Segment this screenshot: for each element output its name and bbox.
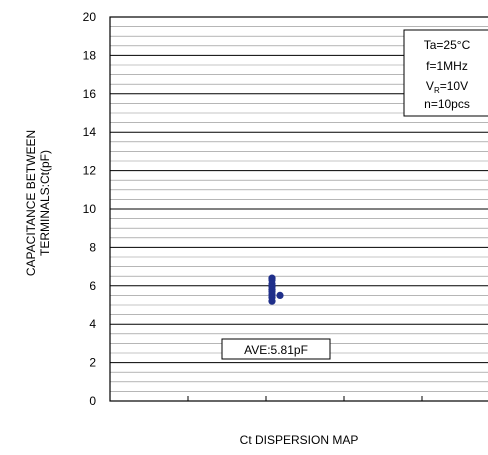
y-tick-label: 10 [83,202,97,216]
x-ticks [187,396,423,401]
y-tick-label: 12 [83,164,97,178]
y-tick-labels: 0 2 4 6 8 10 12 14 16 18 20 [83,10,97,408]
data-points [268,274,284,305]
condition-vr-value: =10V [440,79,468,93]
condition-n: n=10pcs [424,97,470,111]
y-tick-label: 4 [89,317,96,331]
y-tick-label: 6 [89,279,96,293]
data-point [268,297,276,305]
condition-vr-sub: R [434,86,440,95]
y-tick-label: 16 [83,87,97,101]
x-axis-label: Ct DISPERSION MAP [240,433,359,447]
data-point [276,291,284,299]
y-tick-label: 20 [83,10,97,24]
y-axis-label-line-2: TERMINALS:Ct(pF) [38,150,52,256]
average-box: AVE:5.81pF [221,338,331,360]
condition-ta: Ta=25°C [424,38,471,52]
y-tick-label: 2 [89,356,96,370]
y-tick-label: 0 [89,394,96,408]
y-tick-label: 8 [89,240,96,254]
condition-vr-prefix: V [426,79,434,93]
conditions-box-frame [403,29,488,117]
y-tick-label: 18 [83,48,97,62]
y-tick-label: 14 [83,125,97,139]
average-box-frame [221,338,331,360]
average-label: AVE:5.81pF [244,343,308,357]
conditions-box: Ta=25°C f=1MHz VR=10V n=10pcs [403,29,488,117]
y-axis-label-line-1: CAPACITANCE BETWEEN [24,130,38,276]
plot-frame [109,16,488,402]
condition-vr: VR=10V [426,79,468,95]
condition-freq: f=1MHz [426,59,468,73]
